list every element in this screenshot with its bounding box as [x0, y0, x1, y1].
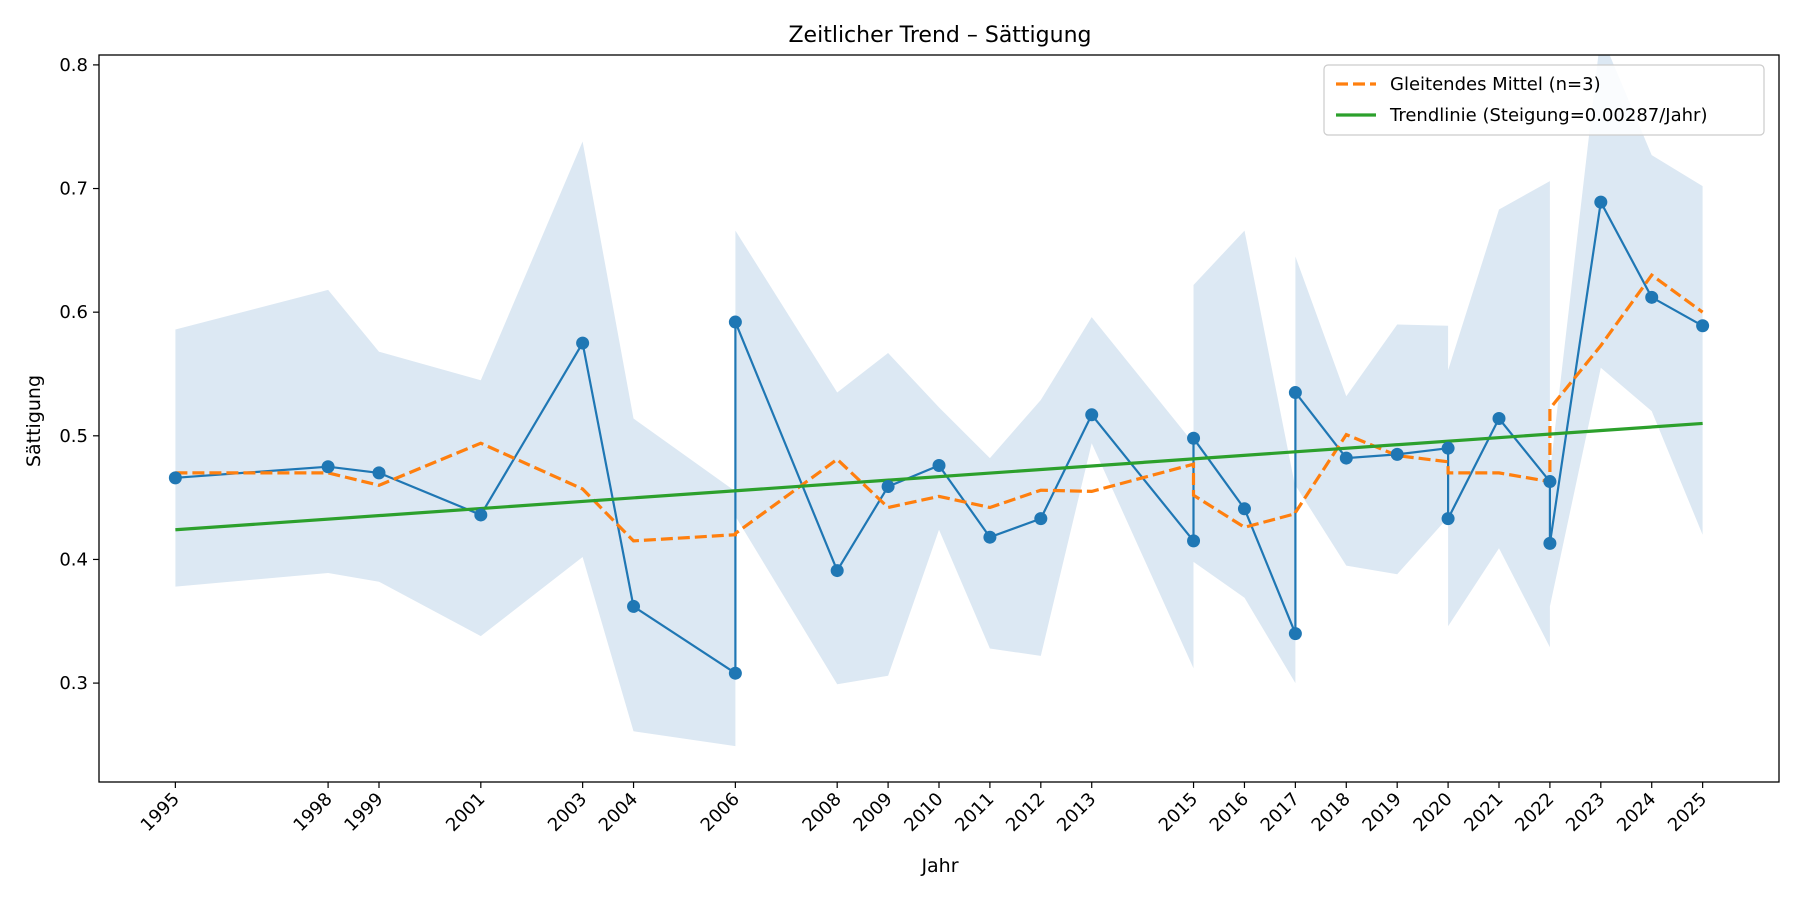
x-tick-label: 1995 — [137, 789, 184, 836]
y-tick-label: 0.5 — [59, 426, 88, 447]
x-tick-label: 2017 — [1257, 789, 1304, 836]
chart-title: Zeitlicher Trend – Sättigung — [788, 23, 1091, 48]
x-tick-label: 2006 — [697, 789, 744, 836]
x-tick-label: 2022 — [1511, 789, 1558, 836]
x-tick-label: 2019 — [1358, 789, 1405, 836]
data-point — [881, 480, 895, 494]
y-tick-label: 0.3 — [59, 673, 88, 694]
x-tick-label: 2003 — [544, 789, 591, 836]
data-point — [1543, 536, 1557, 550]
y-axis-label: Sättigung — [23, 375, 45, 467]
x-tick-label: 2010 — [900, 789, 947, 836]
data-point — [1187, 534, 1201, 548]
data-point — [830, 564, 844, 578]
data-point — [1645, 290, 1659, 304]
data-point — [728, 666, 742, 680]
data-point — [1034, 512, 1048, 526]
x-tick-label: 2020 — [1409, 789, 1456, 836]
x-tick-label: 2013 — [1053, 789, 1100, 836]
confidence-band — [175, 55, 1703, 747]
data-point — [1441, 441, 1455, 455]
data-point — [1441, 512, 1455, 526]
data-point — [932, 458, 946, 472]
x-axis-label: Jahr — [920, 855, 958, 877]
x-tick-label: 2021 — [1460, 789, 1507, 836]
y-tick-label: 0.7 — [59, 179, 88, 200]
x-tick-label: 2009 — [849, 789, 896, 836]
y-tick-label: 0.4 — [59, 549, 88, 570]
x-tick-label: 2004 — [595, 789, 642, 836]
data-point — [983, 530, 997, 544]
x-tick-label: 1999 — [340, 789, 387, 836]
data-point — [1288, 627, 1302, 641]
confidence-band-layer — [175, 55, 1703, 747]
y-tick-label: 0.6 — [59, 302, 88, 323]
points-layer — [168, 195, 1710, 680]
x-tick-label: 2011 — [951, 789, 998, 836]
data-point — [1594, 195, 1608, 209]
x-tick-label: 2025 — [1664, 789, 1711, 836]
data-point — [1492, 412, 1506, 425]
x-tick-label: 2001 — [442, 789, 489, 836]
data-point — [1085, 408, 1099, 422]
x-tick-label: 2023 — [1562, 789, 1609, 836]
x-tick-label: 2018 — [1308, 789, 1355, 836]
data-point — [1390, 447, 1404, 461]
legend-label: Gleitendes Mittel (n=3) — [1390, 74, 1601, 95]
data-point — [627, 599, 641, 613]
x-tick-label: 2012 — [1002, 789, 1049, 836]
x-tick-label: 2015 — [1155, 789, 1202, 836]
data-point — [576, 336, 590, 350]
data-point — [372, 466, 386, 480]
data-point — [1187, 431, 1201, 445]
x-tick-label: 2008 — [798, 789, 845, 836]
data-point — [321, 460, 335, 474]
data-point — [168, 471, 182, 485]
y-tick-label: 0.8 — [59, 55, 88, 76]
data-point — [1543, 475, 1557, 489]
data-point — [728, 315, 742, 329]
legend-box — [1323, 64, 1765, 136]
x-tick-label: 1998 — [289, 789, 336, 836]
data-point — [1288, 386, 1302, 400]
x-tick-label: 2024 — [1613, 789, 1660, 836]
data-point — [1339, 451, 1353, 465]
data-point — [1237, 502, 1251, 516]
moving-average-line — [175, 272, 1704, 543]
legend-label: Trendlinie (Steigung=0.00287/Jahr) — [1389, 105, 1707, 126]
legend: Gleitendes Mittel (n=3) Trendlinie (Steig… — [1323, 64, 1765, 136]
data-point — [1696, 319, 1710, 333]
x-tick-label: 2016 — [1206, 789, 1253, 836]
data-point — [474, 508, 488, 522]
trend-line — [175, 421, 1703, 532]
